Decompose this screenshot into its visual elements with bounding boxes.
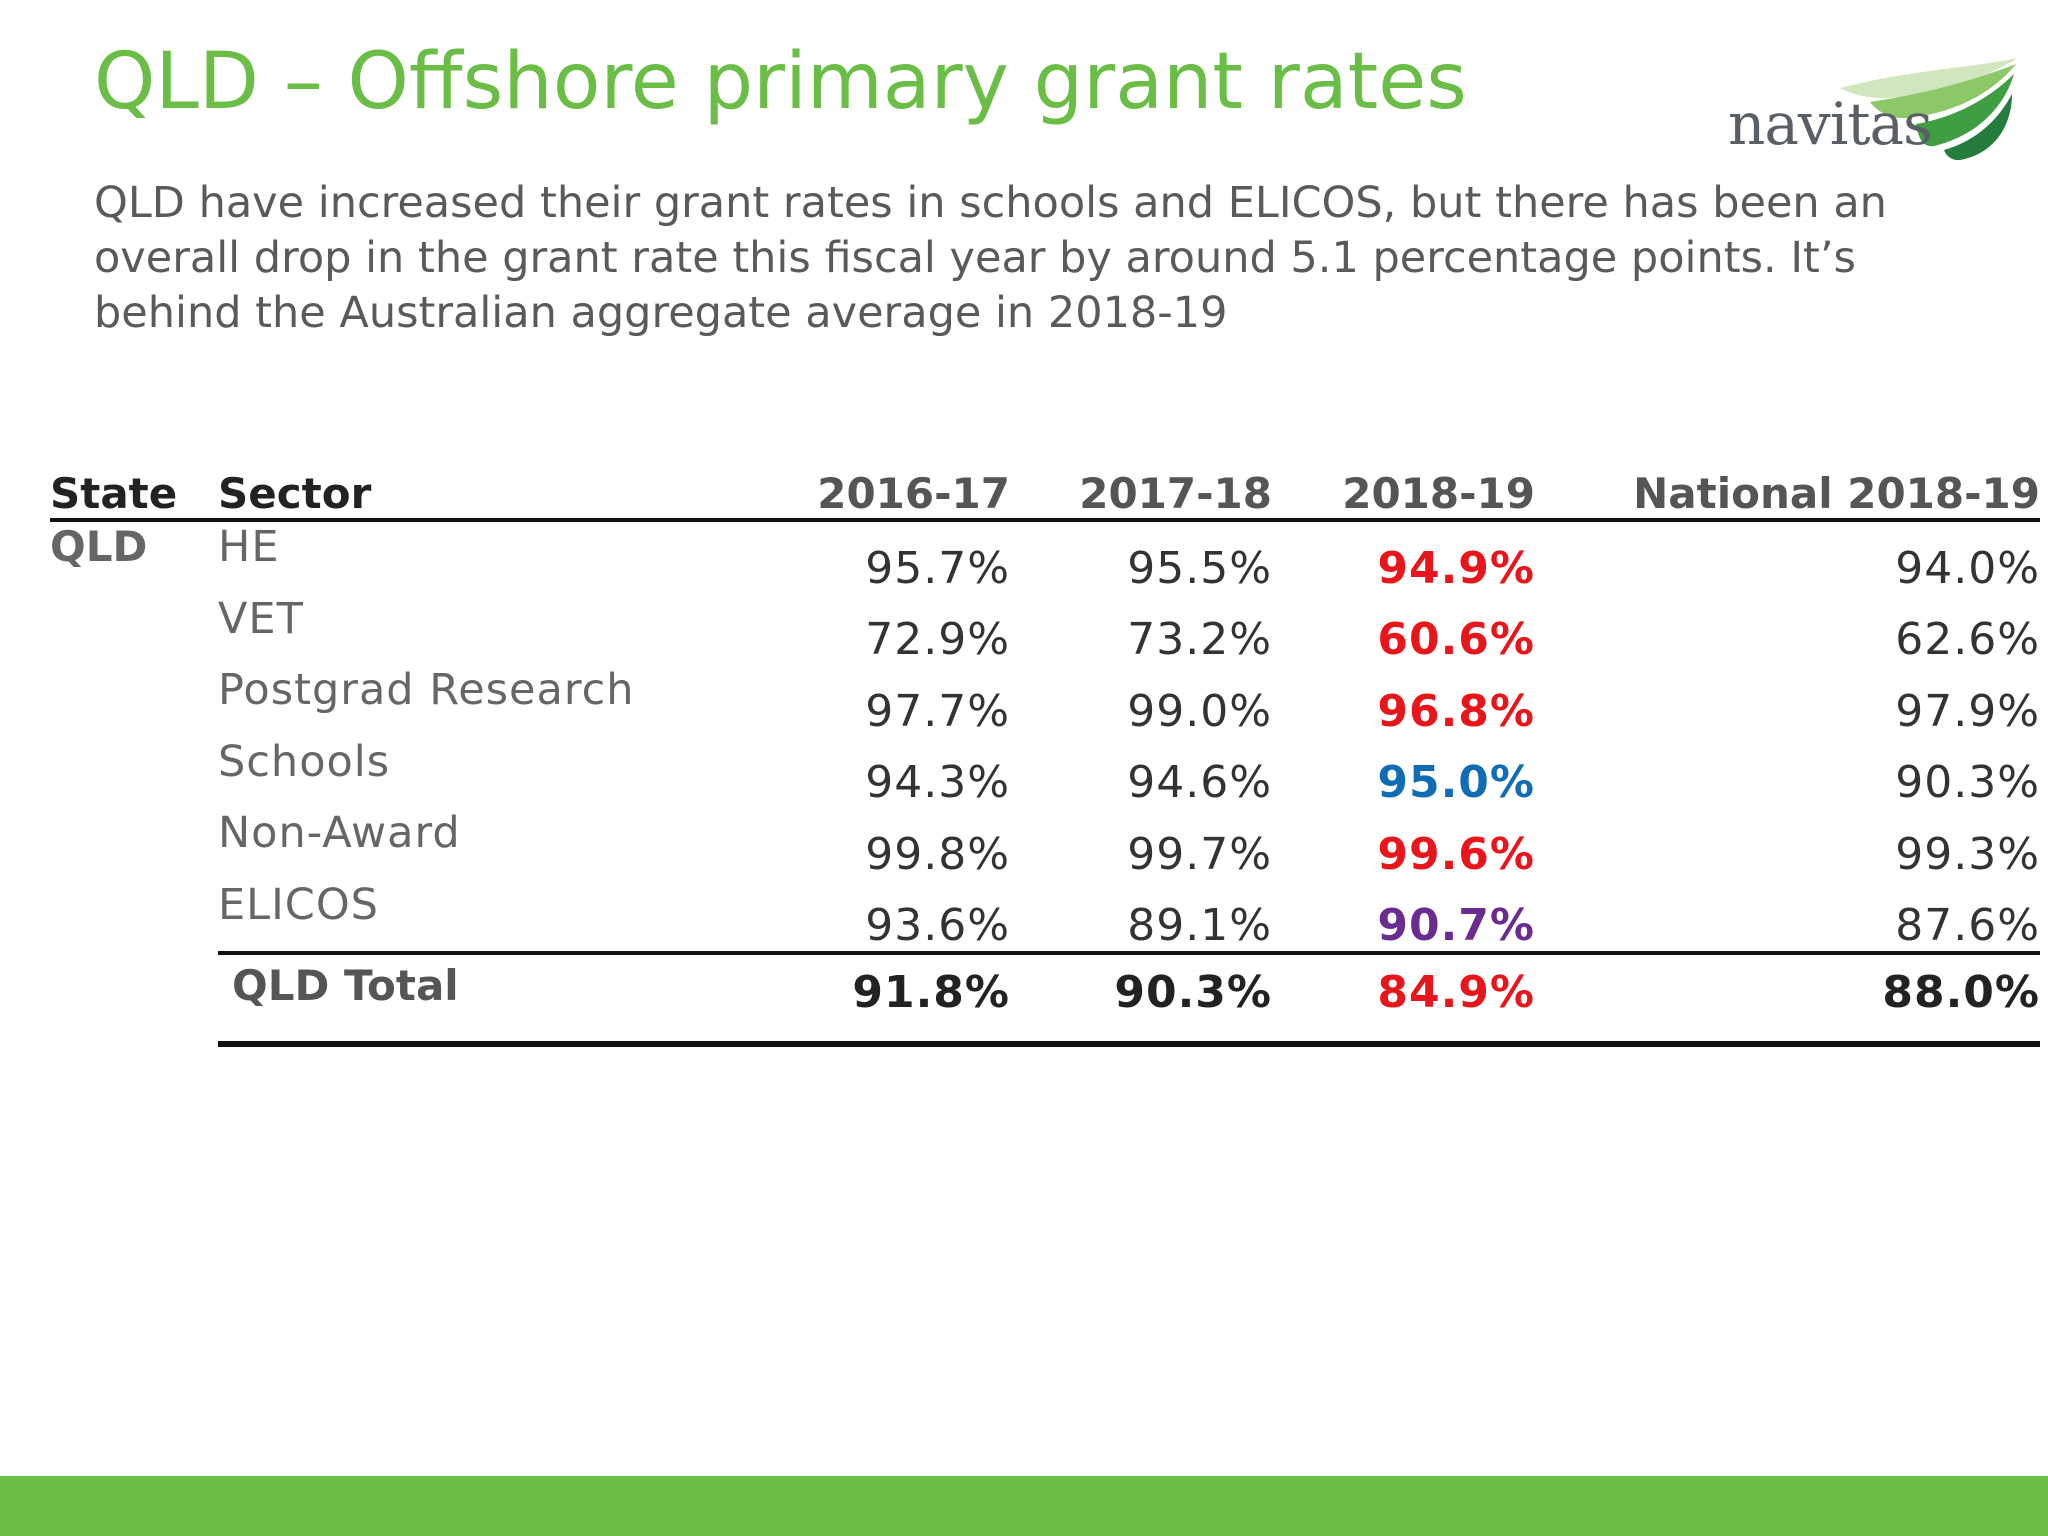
intro-paragraph: QLD have increased their grant rates in … (94, 178, 1887, 338)
value-2016-17: 99.8% (865, 828, 1010, 880)
value-2017-18: 89.1% (1010, 879, 1272, 955)
state-cell-empty (50, 953, 218, 1044)
footer-bar (0, 1476, 2048, 1536)
table-row: Non-Award 99.8% 99.7% 99.6% 99.3% (50, 808, 2040, 880)
slide-title: QLD – Offshore primary grant rates (94, 37, 1467, 127)
header-2018-19: 2018-19 (1272, 452, 1535, 522)
value-2018-19: 99.6% (1377, 828, 1535, 880)
header-2017-18: 2017-18 (1010, 452, 1272, 522)
total-2016-17: 91.8% (720, 953, 1010, 1047)
value-2018-19: 90.7% (1272, 879, 1535, 955)
value-2018-19: 95.0% (1377, 757, 1535, 808)
total-2018-19: 84.9% (1272, 953, 1535, 1047)
table-row: VET 72.9% 73.2% 60.6% 62.6% (50, 594, 2040, 666)
value-2017-18: 99.7% (1127, 828, 1272, 880)
header-sector: Sector (218, 452, 720, 522)
value-2018-19: 94.9% (1377, 542, 1535, 594)
value-2017-18: 99.0% (1127, 685, 1272, 737)
value-2016-17: 93.6% (720, 879, 1010, 955)
total-national: 88.0% (1535, 953, 2040, 1047)
state-cell-empty (50, 880, 218, 954)
value-national: 62.6% (1895, 614, 2040, 665)
header-national-2018-19: National 2018-19 (1535, 452, 2040, 522)
header-state: State (50, 452, 218, 522)
value-2017-18: 95.5% (1127, 542, 1272, 594)
header-2016-17: 2016-17 (720, 452, 1010, 522)
grant-rates-table: State Sector 2016-17 2017-18 2018-19 Nat… (50, 452, 2040, 1047)
table-row: ELICOS 93.6% 89.1% 90.7% 87.6% (50, 879, 2040, 955)
value-national: 87.6% (1535, 879, 2040, 955)
total-label: QLD Total (218, 953, 720, 1047)
sector-cell: VET (218, 593, 304, 644)
total-row: QLD Total 91.8% 90.3% 84.9% 88.0% (50, 953, 2040, 1047)
state-cell-empty (50, 594, 218, 666)
value-national: 97.9% (1895, 685, 2040, 737)
sector-cell: Non-Award (218, 808, 461, 858)
state-cell: QLD (50, 522, 148, 571)
table-row: Postgrad Research 97.7% 99.0% 96.8% 97.9… (50, 665, 2040, 737)
value-2016-17: 72.9% (865, 614, 1010, 665)
value-national: 90.3% (1895, 757, 2040, 808)
table-row: QLD HE 95.7% 95.5% 94.9% 94.0% (50, 520, 2040, 594)
value-2018-19: 96.8% (1377, 685, 1535, 737)
navitas-swoosh-icon (1840, 58, 2018, 160)
sector-cell: HE (218, 522, 280, 572)
value-national: 94.0% (1895, 542, 2040, 594)
sector-cell: ELICOS (218, 879, 720, 955)
logo-wordmark: navitas (1728, 90, 1933, 158)
value-2017-18: 94.6% (1127, 757, 1272, 808)
state-cell-empty (50, 737, 218, 809)
state-cell-empty (50, 665, 218, 737)
sector-cell: Schools (218, 736, 391, 787)
value-2017-18: 73.2% (1127, 614, 1272, 665)
value-national: 99.3% (1895, 828, 2040, 880)
value-2018-19: 60.6% (1377, 614, 1535, 665)
total-2017-18: 90.3% (1010, 953, 1272, 1047)
state-cell-empty (50, 808, 218, 880)
value-2016-17: 97.7% (865, 685, 1010, 737)
navitas-logo: navitas (1720, 50, 2020, 160)
value-2016-17: 95.7% (865, 542, 1010, 594)
value-2016-17: 94.3% (865, 757, 1010, 808)
table-header-row: State Sector 2016-17 2017-18 2018-19 Nat… (50, 452, 2040, 522)
sector-cell: Postgrad Research (218, 665, 635, 715)
table-row: Schools 94.3% 94.6% 95.0% 90.3% (50, 737, 2040, 809)
